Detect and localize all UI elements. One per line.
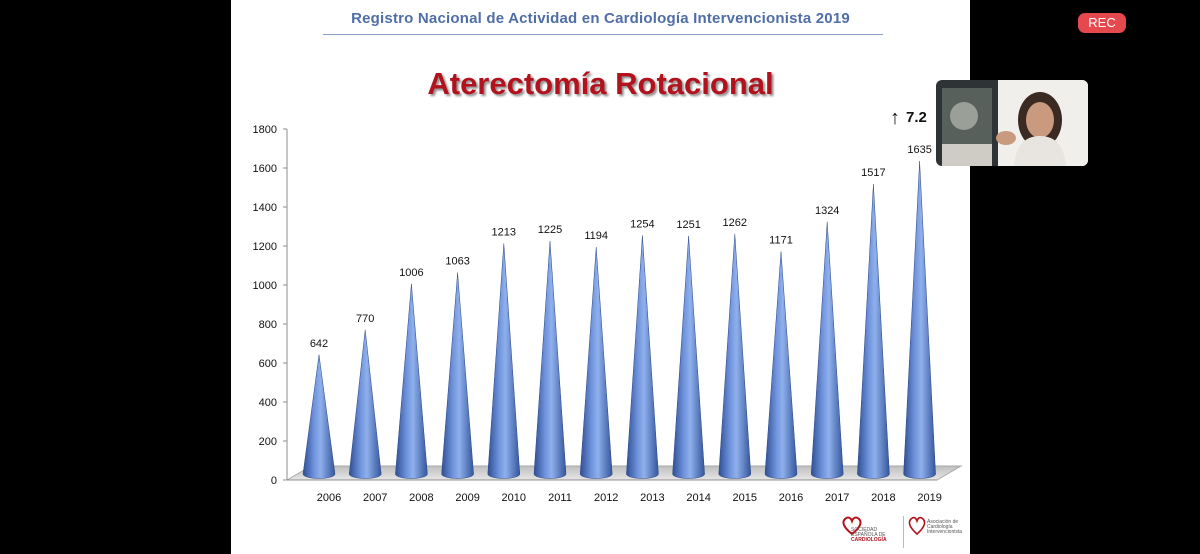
bar-2010 — [487, 243, 521, 479]
bar-2012 — [579, 247, 613, 479]
sec-logo-line3: CARDIOLOGÍA — [851, 537, 887, 543]
x-tick-label-2012: 2012 — [594, 492, 618, 504]
data-label-2009: 1063 — [445, 256, 469, 268]
bar-2016 — [764, 251, 798, 479]
data-label-2011: 1225 — [538, 224, 562, 236]
y-tick-label: 1800 — [253, 124, 277, 136]
bar-2014 — [672, 236, 705, 479]
sec-logo-line1: SOCIEDAD — [851, 527, 878, 533]
logo-divider — [903, 516, 904, 548]
header-divider — [323, 34, 883, 35]
chart-labels: 642 2006 770 2007 1006 2008 1063 2009 1213 2010 12… — [310, 144, 942, 504]
data-label-2014: 1251 — [676, 219, 700, 231]
x-tick-label-2018: 2018 — [871, 492, 895, 504]
aci-logo-line3: Intervencionista — [927, 529, 963, 535]
chart-axes: 0 200 400 600 800 1000 1200 1400 1600 1800 — [253, 124, 288, 487]
aci-logo-line1: Asociación de — [927, 519, 959, 525]
bar-2009 — [441, 272, 474, 479]
increase-annotation-value: 7.2 — [906, 109, 927, 126]
recording-badge: REC — [1078, 13, 1126, 33]
x-tick-label-2011: 2011 — [548, 492, 572, 504]
society-logos: SOCIEDAD ESPAÑOLA DE CARDIOLOGÍA Asociac… — [839, 512, 969, 552]
bar-chart: 0 200 400 600 800 1000 1200 1400 1600 1800 642 200… — [253, 124, 963, 504]
bar-2007 — [348, 329, 382, 479]
data-label-2018: 1517 — [861, 167, 885, 179]
data-label-2015: 1262 — [723, 217, 747, 229]
x-tick-label-2010: 2010 — [502, 492, 526, 504]
x-tick-label-2016: 2016 — [779, 492, 803, 504]
data-label-2008: 1006 — [399, 267, 423, 279]
x-tick-label-2015: 2015 — [733, 492, 757, 504]
data-label-2013: 1254 — [630, 218, 654, 230]
y-tick-label: 800 — [259, 319, 277, 331]
data-label-2017: 1324 — [815, 205, 839, 217]
x-tick-label-2009: 2009 — [455, 492, 479, 504]
x-tick-label-2007: 2007 — [363, 492, 387, 504]
data-label-2007: 770 — [356, 313, 374, 325]
bar-2008 — [395, 283, 428, 479]
y-tick-label: 0 — [271, 475, 277, 487]
x-tick-label-2017: 2017 — [825, 492, 849, 504]
presentation-slide: Registro Nacional de Actividad en Cardio… — [231, 0, 970, 554]
sec-logo-line2: ESPAÑOLA DE — [851, 532, 886, 538]
data-label-2012: 1194 — [584, 230, 608, 242]
data-label-2019: 1635 — [907, 144, 931, 156]
increase-annotation: ↑ 7.2 — [890, 107, 940, 129]
data-label-2010: 1213 — [492, 226, 516, 238]
up-arrow-icon: ↑ — [890, 107, 900, 129]
bar-2018 — [857, 184, 890, 479]
x-tick-label-2013: 2013 — [640, 492, 664, 504]
aci-heart-logo — [908, 516, 926, 536]
y-tick-label: 600 — [259, 358, 277, 370]
sec-heart-logo — [842, 516, 862, 536]
data-label-2016: 1171 — [769, 235, 793, 247]
webcam-video-feed — [936, 80, 1088, 166]
bar-2017 — [810, 221, 844, 479]
bar-2015 — [718, 233, 752, 479]
x-tick-label-2008: 2008 — [409, 492, 433, 504]
x-tick-label-2014: 2014 — [686, 492, 710, 504]
slide-main-title: Aterectomía Rotacional — [427, 66, 774, 101]
y-tick-label: 200 — [259, 436, 277, 448]
aci-logo-line2: Cardiología — [927, 524, 953, 530]
y-tick-label: 1000 — [253, 280, 277, 292]
y-tick-label: 400 — [259, 397, 277, 409]
y-tick-label: 1600 — [253, 163, 277, 175]
x-tick-label-2006: 2006 — [317, 492, 341, 504]
x-tick-label-2019: 2019 — [917, 492, 941, 504]
data-label-2006: 642 — [310, 338, 328, 350]
y-tick-label: 1200 — [253, 241, 277, 253]
webcam-presenter-image — [936, 80, 1088, 166]
y-tick-label: 1400 — [253, 202, 277, 214]
bar-2019 — [903, 161, 936, 479]
bar-2011 — [533, 241, 567, 479]
registry-header-title: Registro Nacional de Actividad en Cardio… — [351, 10, 850, 27]
chart-bars — [302, 161, 936, 479]
bar-2006 — [302, 354, 336, 479]
bar-2013 — [626, 235, 659, 479]
